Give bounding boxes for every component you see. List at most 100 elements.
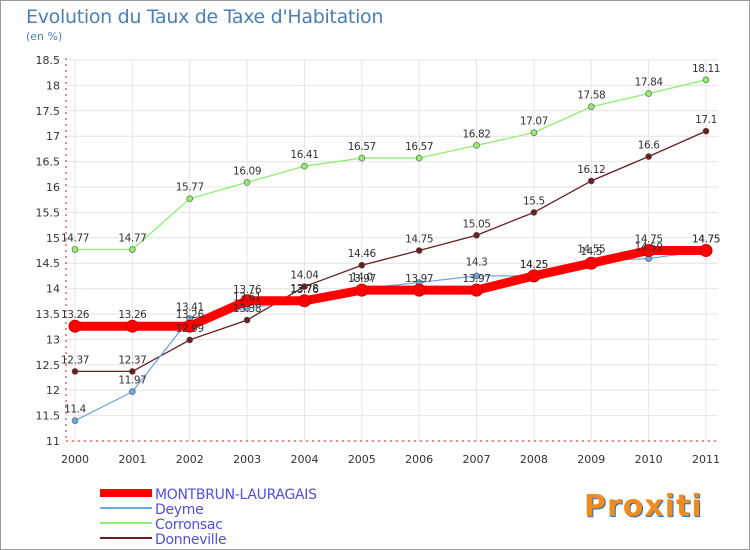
y-tick-label: 17: [46, 130, 60, 143]
data-label: 14.59: [635, 242, 663, 254]
data-label: 14.0: [351, 272, 373, 284]
data-label: 13.61: [233, 291, 261, 303]
data-point: [125, 319, 139, 333]
data-label: 13.97: [348, 273, 376, 285]
y-tick-label: 13.5: [36, 308, 61, 321]
data-point: [355, 283, 369, 297]
data-label: 16.12: [577, 164, 605, 176]
axes: 11 11.5 12 12.5 13 13.5 14 14.5 15 15.5 16 16.5 17 17…: [36, 54, 721, 466]
series-line-montbrun-lauragais: [75, 246, 706, 331]
data-point: [71, 368, 79, 375]
data-point: [642, 244, 656, 257]
legend: MONTBRUN-LAURAGAISDeymeCorronsacDonnevil…: [100, 487, 317, 548]
x-tick-label: 2002: [176, 453, 204, 466]
data-point: [645, 90, 652, 97]
data-label: 14.77: [118, 232, 146, 244]
data-label: 13.76: [290, 284, 319, 296]
data-point: [243, 179, 251, 186]
data-point: [358, 261, 366, 269]
y-tick-label: 12.5: [36, 359, 61, 372]
data-point: [301, 283, 308, 290]
data-point: [71, 246, 79, 253]
data-point: [473, 142, 480, 149]
x-tick-label: 2003: [233, 453, 261, 466]
data-label: 14.75: [692, 234, 720, 246]
data-label: 13.97: [463, 273, 491, 285]
y-tick-label: 17.5: [36, 105, 61, 118]
data-label: 14.46: [348, 248, 377, 260]
data-label: 16.09: [233, 165, 261, 177]
data-label: 14.3: [466, 256, 488, 268]
data-label: 13.41: [176, 302, 204, 314]
x-tick-label: 2008: [520, 453, 548, 466]
x-tick-label: 2009: [577, 453, 605, 466]
data-label: 14.55: [577, 244, 605, 256]
y-tick-label: 18: [46, 79, 60, 92]
data-point: [129, 246, 136, 253]
data-point: [527, 269, 541, 283]
data-point: [68, 319, 82, 333]
data-point: [530, 129, 538, 136]
data-label: 15.5: [523, 195, 545, 207]
data-point: [473, 272, 480, 280]
data-label: 12.37: [61, 354, 89, 366]
data-label: 16.57: [405, 141, 433, 153]
data-label: 14.75: [692, 234, 720, 246]
data-label: 14.5: [580, 246, 602, 258]
data-point: [702, 76, 710, 84]
data-label: 16.6: [638, 140, 660, 152]
proxiti-logo: Proxiti: [584, 489, 703, 524]
chart-title: Evolution du Taux de Taxe d'Habitation: [26, 6, 384, 28]
data-point: [412, 283, 426, 297]
data-label: 17.84: [635, 77, 664, 89]
y-tick-label: 16.5: [36, 156, 61, 169]
x-tick-label: 2001: [118, 453, 146, 466]
data-label: 17.58: [577, 90, 605, 102]
data-label: 11.97: [118, 375, 146, 387]
series-line-corronsac: [75, 79, 707, 251]
y-tick-label: 11.5: [36, 410, 61, 423]
logo-text: Proxiti: [584, 489, 703, 524]
x-tick-label: 2004: [290, 453, 318, 466]
data-point: [129, 368, 136, 375]
data-label: 18.11: [692, 63, 720, 75]
data-label: 16.82: [463, 128, 491, 140]
data-point: [71, 417, 79, 424]
y-tick-label: 14: [46, 283, 60, 296]
data-point: [297, 294, 311, 308]
data-point: [470, 283, 484, 297]
data-point: [530, 209, 538, 216]
legend-label: Corronsac: [155, 517, 223, 533]
data-label: 14.04: [290, 270, 319, 282]
data-label: 12.37: [118, 354, 146, 366]
data-label: 15.77: [176, 182, 204, 194]
chart-subtitle: (en %): [26, 30, 63, 43]
x-tick-label: 2007: [463, 453, 491, 466]
data-point: [415, 154, 423, 162]
data-point: [240, 294, 254, 308]
data-point: [587, 177, 595, 185]
data-label: 16.41: [290, 149, 318, 161]
data-label: 13.38: [233, 303, 261, 315]
data-labels: 14.77 14.77 15.77 16.09 16.41 16.57 16.57 16.82…: [61, 63, 720, 416]
data-point: [183, 319, 197, 333]
y-tick-label: 15.5: [36, 206, 61, 219]
series-line-donneville: [75, 130, 707, 373]
data-label: 14.75: [635, 234, 663, 246]
data-point: [301, 162, 308, 170]
data-point: [473, 231, 480, 239]
x-tick-label: 2006: [405, 453, 433, 466]
legend-label: Donneville: [155, 532, 226, 548]
data-label: 16.57: [348, 141, 376, 153]
y-tick-label: 13: [46, 333, 60, 346]
data-label: 17.1: [695, 114, 717, 126]
data-point: [186, 195, 194, 202]
x-tick-label: 2011: [692, 453, 720, 466]
data-label: 13.26: [118, 309, 147, 321]
series-line-deyme: [74, 249, 707, 422]
data-point: [186, 336, 194, 344]
data-label: 15.05: [463, 218, 491, 230]
data-point: [358, 154, 366, 162]
data-label: 14.77: [61, 232, 89, 244]
